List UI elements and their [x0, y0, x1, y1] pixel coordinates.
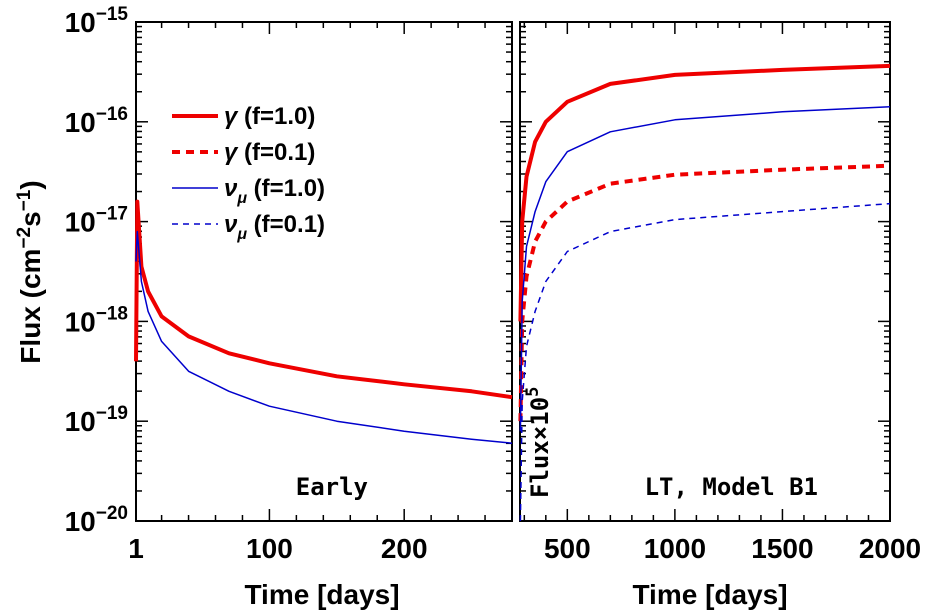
series-line	[518, 63, 891, 322]
x-tick-label: 200	[381, 533, 428, 564]
legend-label: νμ (f=0.1)	[224, 211, 325, 243]
y-tick-label: 10−16	[65, 104, 128, 138]
series-line	[518, 163, 891, 422]
tick-labels: 10−20 10−19 10−18 10−17 10−16 10−15 1 100 200 500…	[65, 4, 922, 564]
x-tick-label: 1000	[644, 533, 706, 564]
left-x-axis-title: Time [days]	[244, 579, 399, 610]
series-line	[519, 202, 891, 522]
y-tick-label: 10−20	[65, 503, 128, 537]
early-annotation: Early	[296, 473, 368, 501]
x-tick-label: 1	[128, 533, 144, 564]
x-tick-label: 100	[246, 533, 293, 564]
x-tick-label: 1500	[751, 533, 813, 564]
legend-label: νμ (f=1.0)	[224, 175, 325, 207]
legend-label: γ (f=0.1)	[224, 139, 315, 166]
flux-scale-base: Flux×10	[526, 397, 554, 498]
legend-label: γ (f=1.0)	[224, 103, 315, 130]
y-tick-label: 10−17	[65, 204, 128, 238]
y-tick-label: 10−18	[65, 303, 128, 337]
series-line	[519, 106, 891, 432]
x-tick-label: 2000	[859, 533, 921, 564]
left-panel-series	[134, 199, 513, 444]
series-line	[134, 199, 513, 400]
lt-model-annotation: LT, Model B1	[645, 473, 818, 501]
right-panel-series	[518, 63, 891, 522]
y-tick-label: 10−15	[65, 4, 129, 38]
x-tick-label: 500	[544, 533, 591, 564]
series-line	[135, 230, 513, 444]
flux-scale-label: Flux×105	[523, 387, 554, 498]
flux-scale-exp: 5	[523, 387, 543, 397]
y-tick-label: 10−19	[65, 403, 128, 437]
tick-marks	[136, 22, 891, 522]
legend: γ (f=1.0) γ (f=0.1) νμ (f=1.0) νμ (f=0.1)	[172, 103, 325, 243]
right-x-axis-title: Time [days]	[632, 579, 787, 610]
